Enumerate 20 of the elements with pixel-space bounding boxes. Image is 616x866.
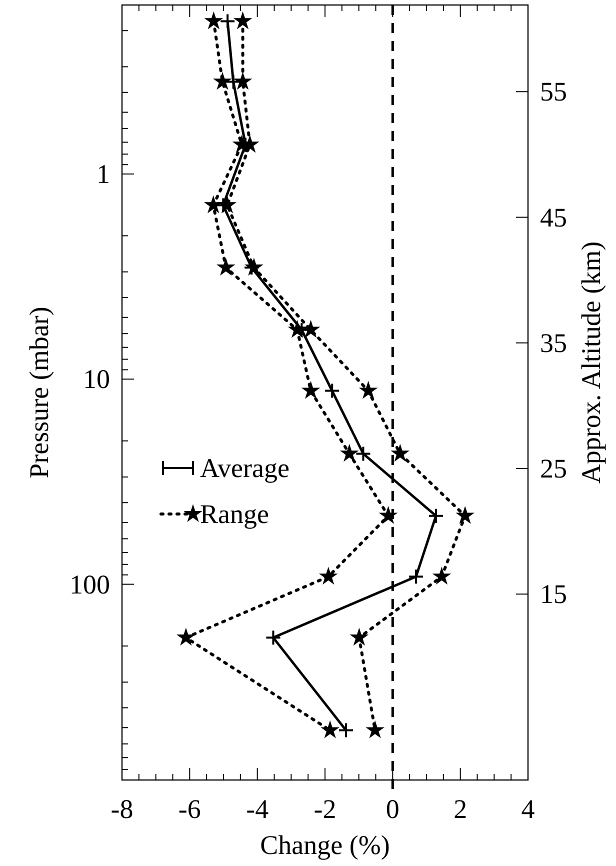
x-tick-label: 4 bbox=[521, 794, 536, 824]
y2-tick-label: 45 bbox=[540, 202, 567, 232]
y2-tick-label: 25 bbox=[540, 453, 567, 484]
x-tick-label: -8 bbox=[110, 794, 134, 824]
y2-axis-title: Approx. Altitude (km) bbox=[576, 241, 606, 484]
x-tick-label: -6 bbox=[178, 794, 201, 824]
x-tick-label: 0 bbox=[386, 794, 400, 824]
y2-tick-label: 15 bbox=[540, 579, 567, 610]
x-tick-label: 2 bbox=[454, 794, 468, 824]
legend-label: Range bbox=[200, 499, 269, 529]
y-axis-title: Pressure (mbar) bbox=[24, 306, 54, 478]
legend-label: Average bbox=[200, 453, 290, 483]
y2-tick-label: 55 bbox=[540, 76, 567, 107]
x-tick-label: -4 bbox=[246, 794, 270, 824]
y-tick-label: 10 bbox=[83, 364, 110, 394]
y-tick-label: 100 bbox=[70, 569, 110, 600]
y-tick-label: 1 bbox=[96, 159, 110, 190]
x-axis-title: Change (%) bbox=[260, 830, 390, 860]
y2-tick-label: 35 bbox=[540, 328, 567, 358]
x-tick-label: -2 bbox=[314, 794, 336, 824]
